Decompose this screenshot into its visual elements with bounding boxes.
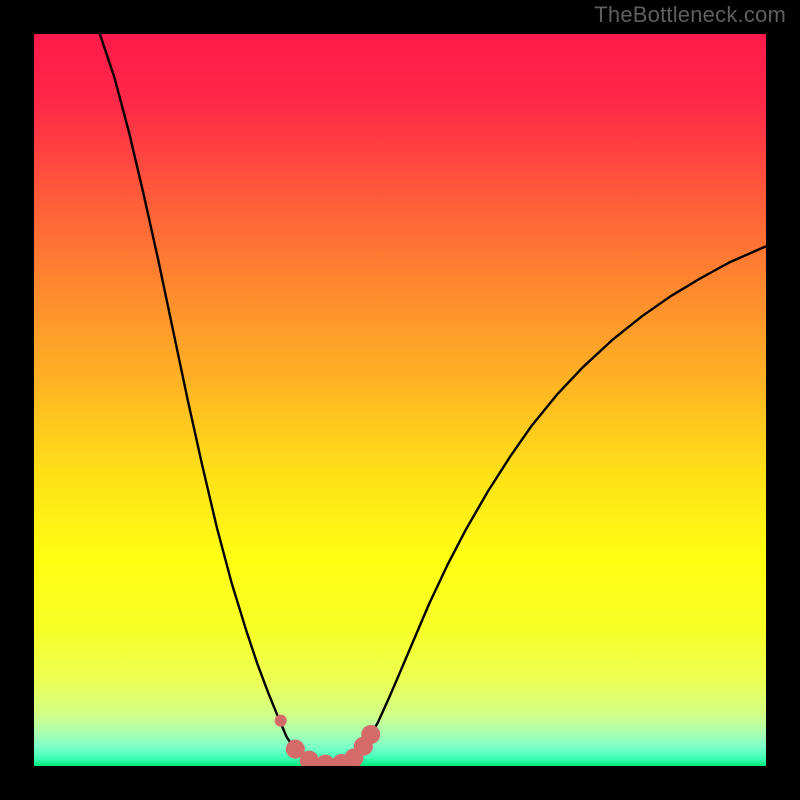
chart-background <box>34 34 766 766</box>
watermark-text: TheBottleneck.com <box>594 2 786 28</box>
bottleneck-chart <box>34 34 766 766</box>
optimal-marker <box>275 715 287 727</box>
chart-container <box>34 34 766 766</box>
optimal-marker <box>361 725 380 744</box>
